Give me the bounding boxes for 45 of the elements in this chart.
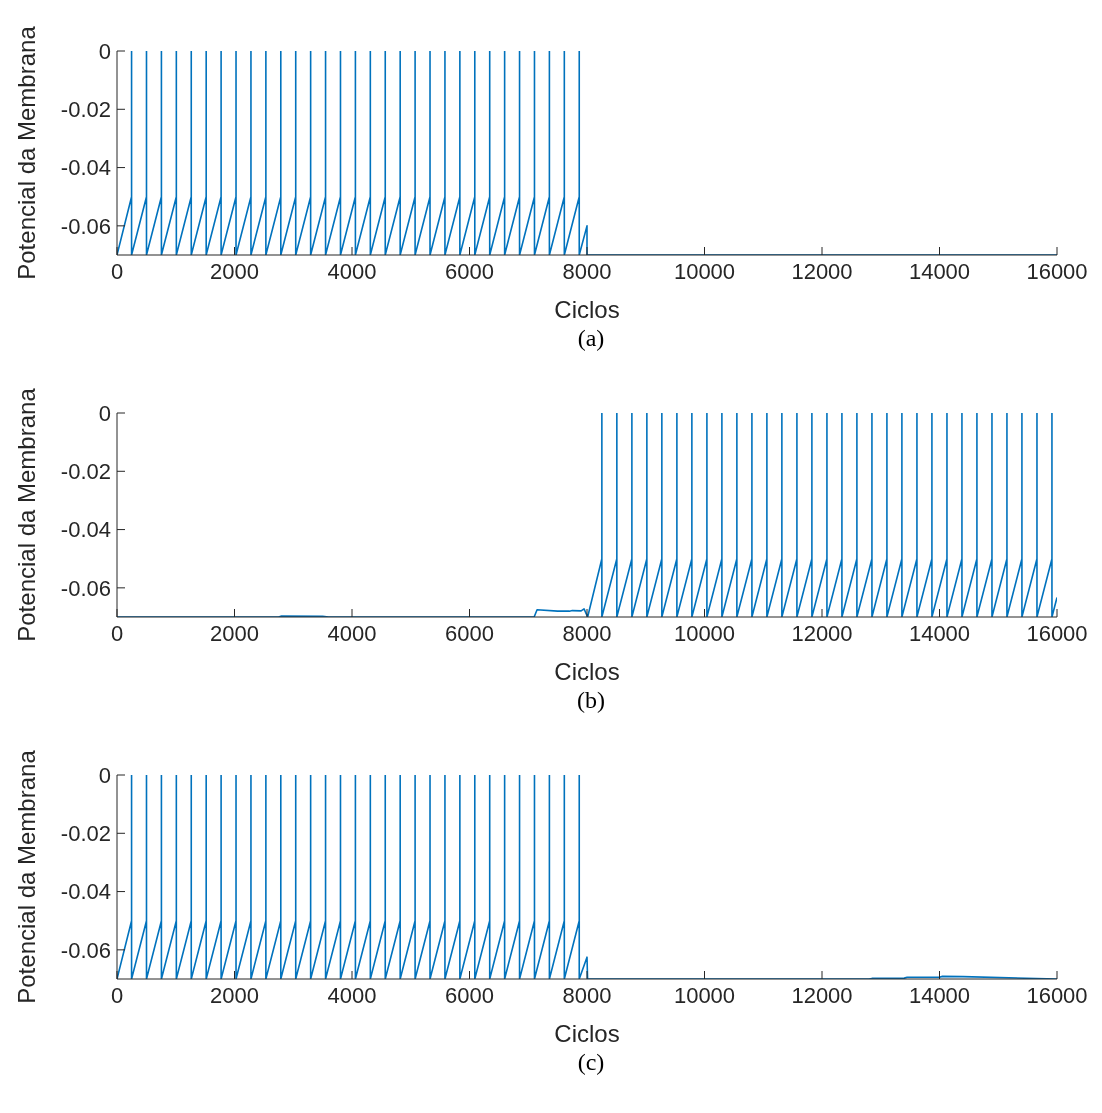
x-tick-label: 10000 bbox=[673, 258, 736, 284]
x-tick-label: 16000 bbox=[1026, 620, 1088, 646]
x-tick-label: 2000 bbox=[210, 620, 259, 646]
x-tick-label: 6000 bbox=[445, 258, 494, 284]
x-tick-label: 12000 bbox=[791, 258, 853, 284]
y-tick-label: -0.04 bbox=[60, 517, 111, 543]
x-tick-label: 14000 bbox=[908, 982, 971, 1008]
x-tick-label: 4000 bbox=[327, 620, 377, 646]
x-tick-label: 10000 bbox=[673, 982, 736, 1008]
x-tick-label: 14000 bbox=[908, 258, 971, 284]
x-tick-label: 16000 bbox=[1026, 982, 1088, 1008]
x-tick-label: 12000 bbox=[791, 620, 853, 646]
y-axis-title: Potencial da Membrana bbox=[12, 25, 40, 280]
y-tick-label: -0.06 bbox=[60, 937, 111, 963]
y-tick-label: 0 bbox=[98, 400, 111, 426]
x-tick-label: 14000 bbox=[908, 620, 971, 646]
x-tick-label: 6000 bbox=[445, 982, 494, 1008]
x-axis-title: Ciclos bbox=[554, 296, 620, 323]
x-axis-title: Ciclos bbox=[554, 1020, 620, 1047]
y-axis-title: Potencial da Membrana bbox=[12, 387, 40, 642]
x-axis-title: Ciclos bbox=[554, 658, 620, 685]
y-tick-label: -0.04 bbox=[60, 879, 111, 905]
y-tick-label: 0 bbox=[98, 762, 111, 788]
y-tick-label: -0.02 bbox=[60, 821, 111, 847]
x-tick-label: 4000 bbox=[327, 258, 377, 284]
text: (a) bbox=[577, 325, 605, 351]
text: (c) bbox=[577, 1049, 605, 1075]
x-tick-label: 8000 bbox=[562, 982, 612, 1008]
x-tick-label: 10000 bbox=[673, 620, 736, 646]
y-tick-label: -0.06 bbox=[60, 575, 111, 601]
x-tick-label: 8000 bbox=[562, 620, 612, 646]
x-tick-label: 2000 bbox=[210, 258, 259, 284]
x-tick-label: 16000 bbox=[1026, 258, 1088, 284]
y-tick-label: 0 bbox=[98, 38, 111, 64]
y-tick-label: -0.06 bbox=[60, 213, 111, 239]
x-tick-label: 12000 bbox=[791, 982, 853, 1008]
y-axis-title: Potencial da Membrana bbox=[12, 749, 40, 1004]
y-tick-label: -0.02 bbox=[60, 459, 111, 485]
x-tick-label: 2000 bbox=[210, 982, 259, 1008]
y-tick-label: -0.04 bbox=[60, 155, 111, 181]
y-tick-label: -0.02 bbox=[60, 97, 111, 123]
text: (b) bbox=[577, 687, 605, 713]
x-tick-label: 8000 bbox=[562, 258, 612, 284]
x-tick-label: 4000 bbox=[327, 982, 377, 1008]
x-tick-label: 6000 bbox=[445, 620, 494, 646]
